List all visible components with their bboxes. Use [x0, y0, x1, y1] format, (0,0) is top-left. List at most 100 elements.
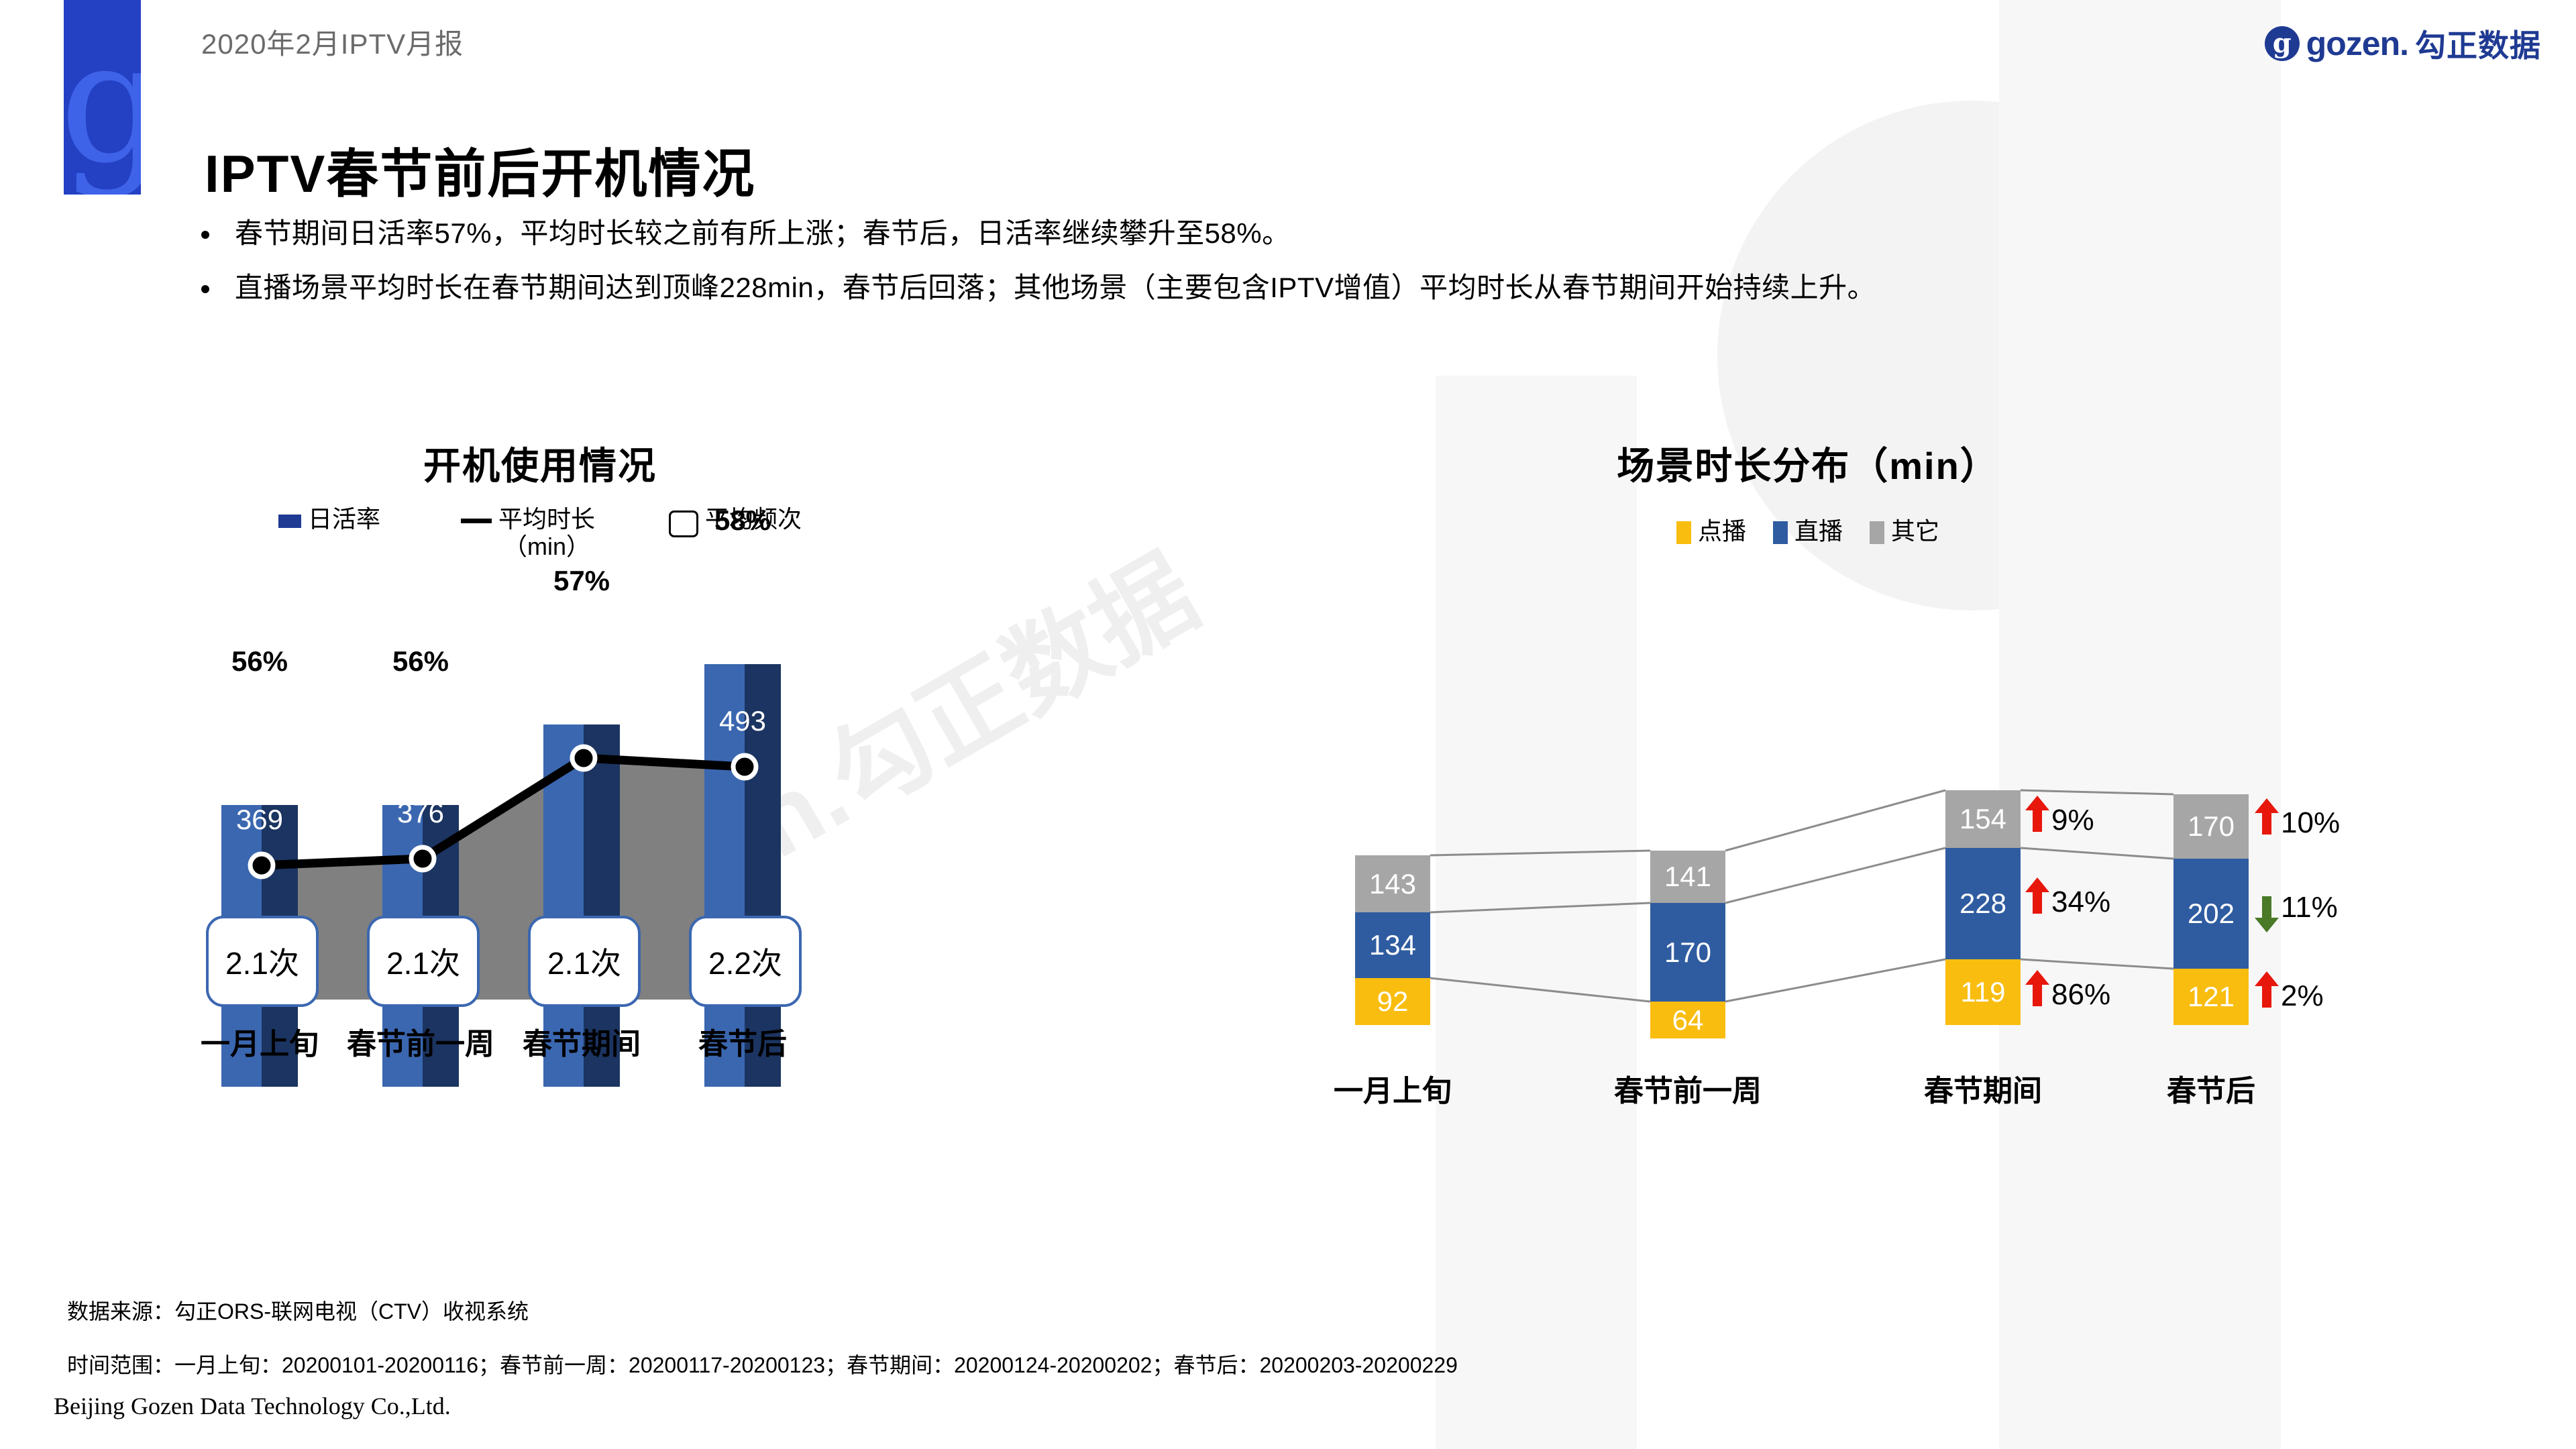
report-kicker: 2020年2月IPTV月报	[201, 28, 464, 60]
delta-value: 10%	[2281, 806, 2341, 839]
delta-annotation: 34%	[2025, 877, 2111, 919]
stack-connectors	[1430, 789, 2174, 1003]
stack-segment-other: 141	[1650, 851, 1725, 903]
legend-label: 直播	[1794, 517, 1843, 545]
avg-frequency-pill: 2.1次	[367, 916, 480, 1007]
legend-item-live: 直播	[1772, 517, 1843, 545]
avg-duration-line	[248, 744, 759, 879]
footer-range: 时间范围：一月上旬：20200101-20200116；春节前一周：202001…	[67, 1353, 1458, 1377]
x-axis-label: 春节后	[698, 1028, 787, 1061]
right-chart-plot: 143 134 92 141 170 64 154 228 119 170 20…	[1334, 624, 2340, 1134]
delta-value: 11%	[2281, 891, 2338, 924]
left-chart-panel: 开机使用情况 日活率 平均时长 （min） 平均频次	[201, 436, 1140, 1261]
delta-value: 9%	[2051, 804, 2094, 837]
bullet-dot-icon	[201, 284, 209, 293]
line-value-label: 376	[396, 797, 445, 828]
bullet-text: 直播场景平均时长在春节期间达到顶峰228min，春节后回落；其他场景（主要包含I…	[235, 271, 1876, 303]
avg-frequency-pill: 2.2次	[689, 916, 802, 1007]
x-axis-label: 春节前一周	[347, 1028, 494, 1061]
bullet-item: 直播场景平均时长在春节期间达到顶峰228min，春节后回落；其他场景（主要包含I…	[201, 270, 1876, 306]
legend-item-vod: 点播	[1676, 517, 1746, 545]
legend-square-icon	[1772, 521, 1788, 544]
arrow-up-icon	[2025, 970, 2049, 1006]
delta-value: 2%	[2281, 979, 2324, 1012]
arrow-up-icon	[2025, 796, 2049, 832]
legend-label: 日活率	[307, 505, 380, 533]
x-axis-label: 一月上旬	[1334, 1075, 1452, 1108]
summary-bullets: 春节期间日活率57%，平均时长较之前有所上涨；春节后，日活率继续攀升至58%。 …	[201, 216, 1876, 324]
bullet-dot-icon	[201, 231, 209, 239]
bar-value-label: 58%	[714, 504, 771, 536]
bar-value-label: 57%	[553, 565, 610, 596]
gozen-logo: g gozen. 勾正数据	[2264, 21, 2541, 66]
left-chart-legend: 日活率 平均时长 （min） 平均频次	[201, 505, 879, 561]
stack-segment-live: 170	[1650, 903, 1725, 1002]
legend-square-icon	[1676, 521, 1691, 544]
right-chart-panel: 场景时长分布（min） 点播 直播 其它	[1334, 436, 2482, 1261]
logo-g-glyph: g	[64, 5, 141, 195]
legend-line-icon	[460, 519, 492, 523]
left-chart-plot: 56% 56% 57% 58% 369 376 501 493 2.1次 2.1…	[201, 504, 879, 1087]
legend-box-icon	[669, 511, 698, 537]
line-value-label: 493	[718, 705, 767, 737]
legend-label: 点播	[1697, 517, 1746, 545]
bar-value-label: 56%	[392, 645, 449, 677]
stack-segment-live: 134	[1355, 912, 1430, 978]
right-chart-title: 场景时长分布（min）	[1617, 445, 1999, 487]
bg-rect-2	[1436, 376, 1637, 1449]
legend-label: 其它	[1891, 517, 1940, 545]
x-axis-label: 春节前一周	[1614, 1075, 1762, 1108]
arrow-down-icon	[2255, 896, 2279, 932]
bg-rect-1	[1999, 0, 2281, 1449]
delta-annotation: 86%	[2025, 970, 2111, 1012]
brand-logo-block: g	[64, 0, 141, 195]
bar-value-label: 56%	[231, 645, 288, 677]
delta-value: 34%	[2051, 885, 2111, 918]
arrow-up-icon	[2255, 798, 2279, 835]
line-value-label: 369	[235, 804, 284, 835]
avg-frequency-pill: 2.1次	[528, 916, 641, 1007]
stack-segment-other: 170	[2174, 794, 2249, 859]
delta-annotation: 10%	[2255, 798, 2341, 840]
legend-item-daily-active: 日活率	[278, 505, 380, 533]
legend-label: 平均频次	[705, 505, 802, 533]
bullet-text: 春节期间日活率57%，平均时长较之前有所上涨；春节后，日活率继续攀升至58%。	[235, 217, 1291, 249]
legend-label-main: 平均时长	[498, 505, 595, 533]
legend-label-sub: （min）	[502, 533, 590, 561]
legend-label: 平均时长 （min）	[498, 505, 595, 561]
legend-square-icon	[1870, 521, 1884, 544]
footer-company: Beijing Gozen Data Technology Co.,Ltd.	[54, 1393, 451, 1419]
avg-frequency-pill: 2.1次	[206, 916, 319, 1007]
delta-annotation: 2%	[2255, 971, 2324, 1013]
x-axis-label: 一月上旬	[201, 1028, 319, 1061]
legend-item-avg-duration: 平均时长 （min）	[460, 505, 595, 561]
legend-item-avg-frequency: 平均频次	[669, 505, 802, 537]
stack-segment-vod: 119	[1945, 959, 2021, 1025]
gozen-mark-icon: g	[2264, 26, 2300, 61]
gozen-wordmark: gozen.	[2306, 25, 2409, 62]
stack-segment-live: 228	[1945, 848, 2021, 959]
right-chart-legend: 点播 直播 其它	[1342, 517, 2274, 545]
stack-segment-vod: 92	[1355, 978, 1430, 1025]
stack-segment-other: 143	[1355, 855, 1430, 912]
arrow-up-icon	[2025, 877, 2049, 914]
stack-segment-vod: 121	[2174, 969, 2249, 1025]
x-axis-label: 春节期间	[523, 1028, 641, 1061]
delta-value: 86%	[2051, 978, 2111, 1011]
bar-daily-active-overlap	[745, 664, 781, 1087]
footer-source: 数据来源：勾正ORS-联网电视（CTV）收视系统	[67, 1299, 529, 1324]
left-chart-title: 开机使用情况	[423, 445, 657, 487]
delta-annotation: 11%	[2255, 891, 2338, 932]
arrow-up-icon	[2255, 971, 2279, 1008]
legend-square-icon	[278, 515, 301, 528]
bullet-item: 春节期间日活率57%，平均时长较之前有所上涨；春节后，日活率继续攀升至58%。	[201, 216, 1876, 252]
x-axis-label: 春节后	[2167, 1075, 2255, 1108]
delta-annotation: 9%	[2025, 796, 2094, 837]
line-value-label: 501	[557, 696, 606, 728]
stack-segment-vod: 64	[1650, 1002, 1725, 1038]
x-axis-label: 春节期间	[1924, 1075, 2042, 1108]
bar-daily-active-overlap	[584, 724, 620, 1087]
stack-segment-live: 202	[2174, 859, 2249, 969]
legend-item-other: 其它	[1870, 517, 1939, 545]
page-title: IPTV春节前后开机情况	[205, 144, 756, 204]
